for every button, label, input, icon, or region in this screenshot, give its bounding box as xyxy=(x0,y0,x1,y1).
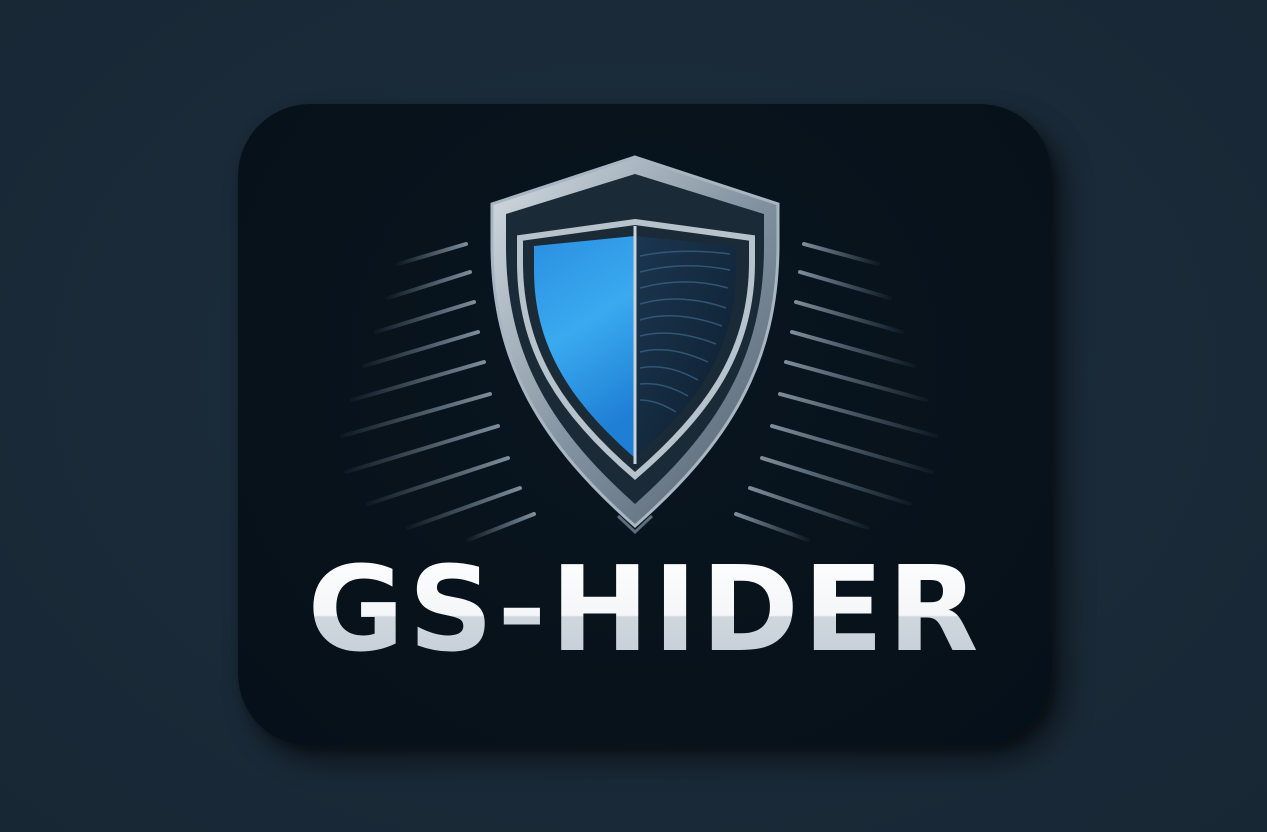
logo-emblem xyxy=(340,155,938,542)
logo-card: GS-HIDER xyxy=(238,104,1052,746)
logo-wordmark: GS-HIDER xyxy=(238,544,1052,674)
speed-lines-left xyxy=(340,242,536,542)
shield-icon xyxy=(490,155,780,535)
speed-lines-right xyxy=(734,242,938,542)
